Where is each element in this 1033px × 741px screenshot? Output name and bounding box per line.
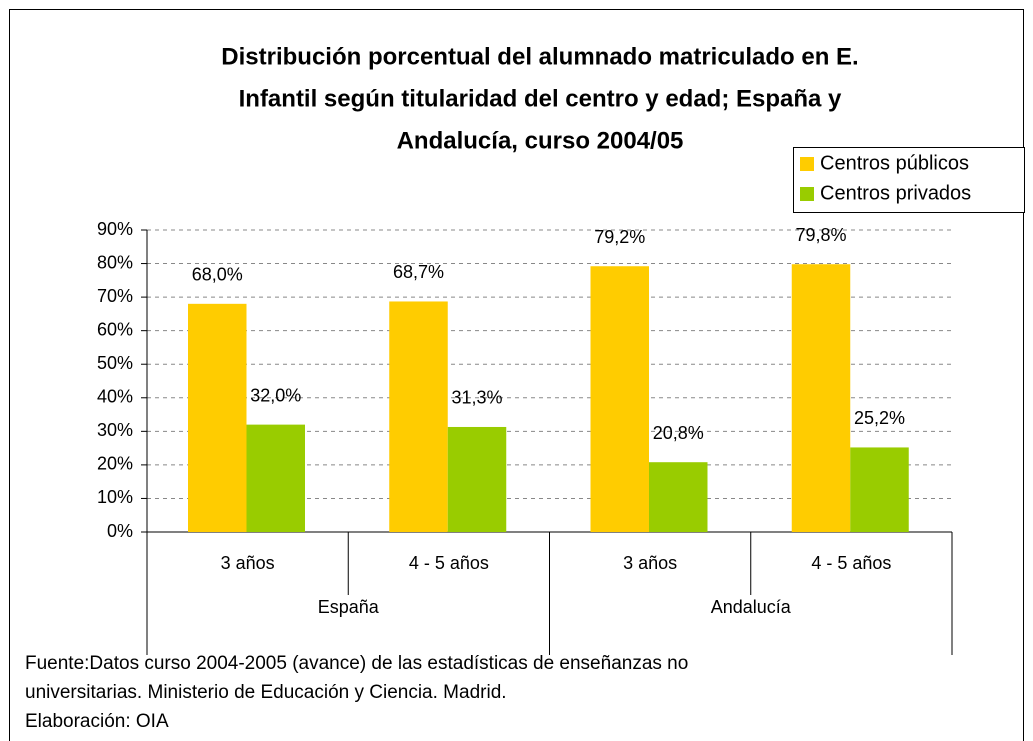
y-tick-label: 70% <box>97 286 133 306</box>
legend-swatch <box>800 157 814 171</box>
y-tick-label: 10% <box>97 487 133 507</box>
y-tick-label: 50% <box>97 353 133 373</box>
x-tick-label: 4 - 5 años <box>811 553 891 573</box>
x-tick-label: 3 años <box>221 553 275 573</box>
data-label: 32,0% <box>250 385 301 405</box>
legend-label: Centros públicos <box>820 152 969 174</box>
legend-label: Centros privados <box>820 182 971 204</box>
chart-title: Infantil según titularidad del centro y … <box>239 85 842 112</box>
data-label: 68,0% <box>192 265 243 285</box>
bar <box>447 426 507 532</box>
data-label: 20,8% <box>653 423 704 443</box>
legend-box <box>793 147 1025 213</box>
data-label: 31,3% <box>451 388 502 408</box>
legend-swatch <box>800 187 814 201</box>
chart-border <box>9 9 1024 741</box>
y-tick-label: 40% <box>97 387 133 407</box>
data-label: 79,8% <box>795 225 846 245</box>
bar <box>590 266 649 532</box>
x-tick-label: 4 - 5 años <box>409 553 489 573</box>
chart-title: Andalucía, curso 2004/05 <box>397 127 684 154</box>
y-tick-label: 0% <box>107 521 133 541</box>
x-tick-label: 3 años <box>623 553 677 573</box>
data-label: 68,7% <box>393 262 444 282</box>
bar <box>188 303 247 532</box>
group-label: Andalucía <box>711 597 792 617</box>
bar <box>791 264 851 532</box>
footnote: Elaboración: OIA <box>25 711 169 732</box>
y-tick-label: 90% <box>97 219 133 239</box>
bar <box>246 424 305 532</box>
y-tick-label: 80% <box>97 252 133 272</box>
y-tick-label: 20% <box>97 454 133 474</box>
y-tick-label: 30% <box>97 420 133 440</box>
data-label: 79,2% <box>594 227 645 247</box>
bar <box>389 301 448 532</box>
footnote: universitarias. Ministerio de Educación … <box>25 682 507 703</box>
chart-title: Distribución porcentual del alumnado mat… <box>221 43 858 70</box>
bar <box>850 447 909 532</box>
group-label: España <box>318 597 380 617</box>
footnote: Fuente:Datos curso 2004-2005 (avance) de… <box>25 653 688 674</box>
y-tick-label: 60% <box>97 319 133 339</box>
data-label: 25,2% <box>854 408 905 428</box>
bar <box>649 462 708 532</box>
